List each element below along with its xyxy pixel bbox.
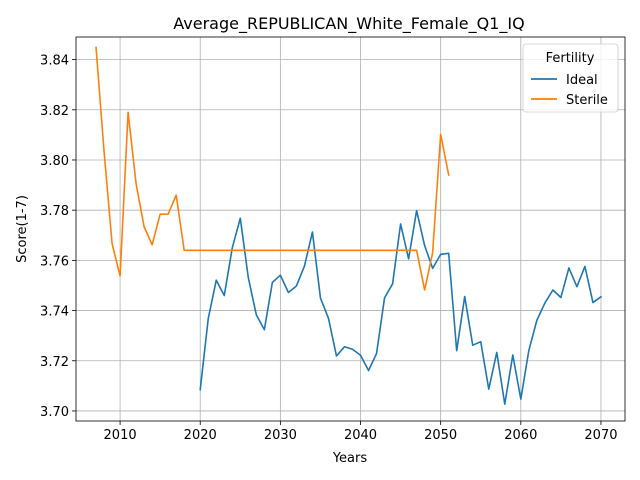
y-tick-label: 3.80 [40, 154, 69, 169]
legend: Fertility Ideal Sterile [522, 43, 619, 113]
legend-box [522, 43, 619, 113]
x-tick-label: 2020 [184, 428, 217, 443]
x-axis: 2010 2020 2030 2040 2050 2060 2070 [104, 421, 618, 443]
y-tick-label: 3.84 [40, 54, 69, 69]
y-axis: 3.70 3.72 3.74 3.76 3.78 3.80 3.82 3.84 [40, 54, 76, 420]
y-tick-label: 3.76 [40, 254, 69, 269]
series-line-sterile [95, 46, 450, 291]
x-tick-label: 2030 [264, 428, 297, 443]
y-tick-label: 3.72 [40, 355, 69, 370]
chart-title: Average_REPUBLICAN_White_Female_Q1_IQ [173, 14, 524, 34]
plot-area [95, 46, 603, 405]
x-tick-label: 2070 [584, 428, 617, 443]
x-tick-label: 2010 [104, 428, 137, 443]
legend-title: Fertility [546, 51, 595, 66]
x-tick-label: 2050 [424, 428, 457, 443]
y-tick-label: 3.74 [40, 305, 69, 320]
axes-frame [75, 36, 626, 422]
x-tick-label: 2060 [504, 428, 537, 443]
series-line-ideal [199, 209, 603, 405]
x-axis-label: Years [332, 451, 368, 466]
y-axis-label: Score(1-7) [15, 195, 30, 263]
y-tick-label: 3.78 [40, 204, 69, 219]
legend-label-sterile: Sterile [566, 93, 608, 108]
x-tick-label: 2040 [344, 428, 377, 443]
legend-label-ideal: Ideal [566, 73, 598, 88]
y-tick-label: 3.70 [40, 405, 69, 420]
y-tick-label: 3.82 [40, 104, 69, 119]
